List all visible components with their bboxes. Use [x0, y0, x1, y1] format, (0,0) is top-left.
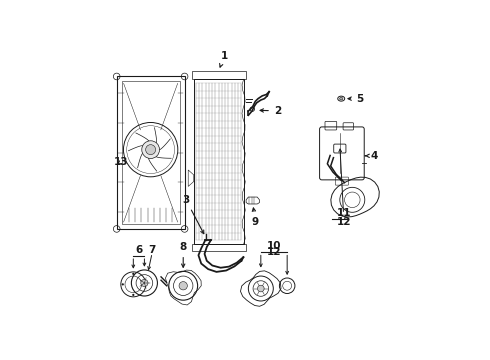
Text: 4: 4	[365, 151, 378, 161]
Text: 5: 5	[348, 94, 364, 104]
Circle shape	[141, 279, 148, 287]
Text: 6: 6	[135, 245, 143, 255]
Circle shape	[132, 273, 134, 275]
Circle shape	[142, 141, 160, 158]
Text: 8: 8	[180, 242, 187, 267]
Circle shape	[179, 282, 187, 290]
Text: 10: 10	[267, 242, 281, 251]
Circle shape	[143, 283, 145, 285]
Circle shape	[146, 145, 156, 155]
Text: 3: 3	[182, 195, 204, 234]
Circle shape	[132, 294, 134, 296]
Text: 13: 13	[114, 157, 128, 167]
Circle shape	[258, 285, 264, 292]
Text: 7: 7	[148, 245, 156, 255]
Text: 12: 12	[267, 247, 281, 257]
Text: 1: 1	[220, 51, 228, 67]
Text: 9: 9	[252, 208, 259, 227]
Text: 12: 12	[337, 149, 351, 227]
Ellipse shape	[340, 98, 343, 100]
Text: 11: 11	[337, 208, 351, 218]
Text: 2: 2	[260, 106, 281, 116]
Circle shape	[122, 283, 124, 285]
